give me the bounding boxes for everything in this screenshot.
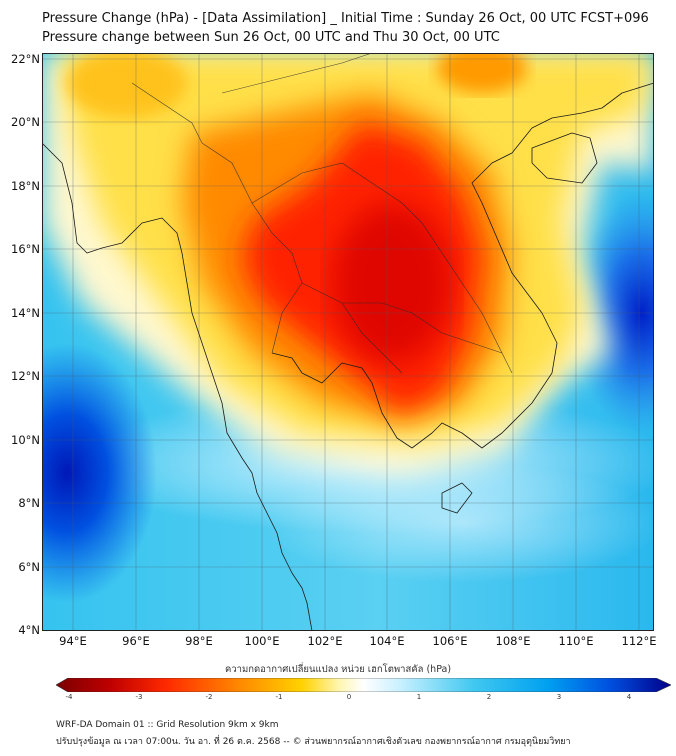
- lon-tick-106e: 106°E: [432, 634, 468, 648]
- lat-tick-8n: 8°N: [18, 496, 40, 510]
- coastlines: [42, 82, 654, 631]
- colorbar-tick: -3: [135, 693, 143, 701]
- lat-tick-10n: 10°N: [11, 433, 40, 447]
- lat-tick-20n: 20°N: [11, 115, 40, 129]
- colorbar-svg: [55, 677, 672, 693]
- field-orange-ne: [437, 53, 527, 93]
- lat-tick-18n: 18°N: [11, 179, 40, 193]
- map-gridlines: [42, 53, 654, 631]
- lon-tick-94e: 94°E: [59, 634, 87, 648]
- colorbar-tick: -1: [275, 693, 283, 701]
- lat-tick-12n: 12°N: [11, 369, 40, 383]
- map-title: Pressure Change (hPa) - [Data Assimilati…: [42, 11, 649, 26]
- colorbar-tick: -2: [205, 693, 213, 701]
- footer-model-info: WRF-DA Domain 01 :: Grid Resolution 9km …: [56, 720, 279, 730]
- lat-tick-4n: 4°N: [18, 623, 40, 637]
- lon-tick-96e: 96°E: [122, 634, 150, 648]
- colorbar-tick: 1: [416, 693, 422, 701]
- field-yellow-nw: [67, 53, 187, 118]
- map-subtitle: Pressure change between Sun 26 Oct, 00 U…: [42, 30, 500, 45]
- field-light-band-south: [262, 463, 654, 583]
- lat-tick-6n: 6°N: [18, 560, 40, 574]
- lon-tick-108e: 108°E: [495, 634, 531, 648]
- map-canvas: [42, 53, 654, 631]
- lon-tick-102e: 102°E: [307, 634, 343, 648]
- lon-tick-100e: 100°E: [244, 634, 280, 648]
- lat-tick-16n: 16°N: [11, 242, 40, 256]
- lat-tick-22n: 22°N: [11, 52, 40, 66]
- colorbar-tick: -4: [65, 693, 73, 701]
- lon-tick-98e: 98°E: [185, 634, 213, 648]
- colorbar-label: ความกดอากาศเปลี่ยนแปลง หน่วย เฮกโตพาสคัล…: [224, 664, 452, 675]
- colorbar: [55, 677, 672, 693]
- country-borders: [131, 53, 513, 374]
- lon-tick-110e: 110°E: [558, 634, 594, 648]
- field-low-west: [42, 343, 157, 603]
- footer-credit: ปรับปรุงข้อมูล ณ เวลา 07:00น. วัน อา. ที…: [56, 737, 571, 747]
- colorbar-tick: 3: [556, 693, 562, 701]
- lat-tick-14n: 14°N: [11, 306, 40, 320]
- colorbar-tick: 4: [626, 693, 632, 701]
- lon-tick-112e: 112°E: [621, 634, 657, 648]
- pressure-change-map: [42, 53, 654, 631]
- lon-tick-104e: 104°E: [369, 634, 405, 648]
- colorbar-ramp: [55, 677, 672, 693]
- map-frame: [42, 53, 654, 631]
- colorbar-tick: 2: [486, 693, 492, 701]
- field-red-core: [332, 203, 452, 363]
- colorbar-tick: 0: [346, 693, 352, 701]
